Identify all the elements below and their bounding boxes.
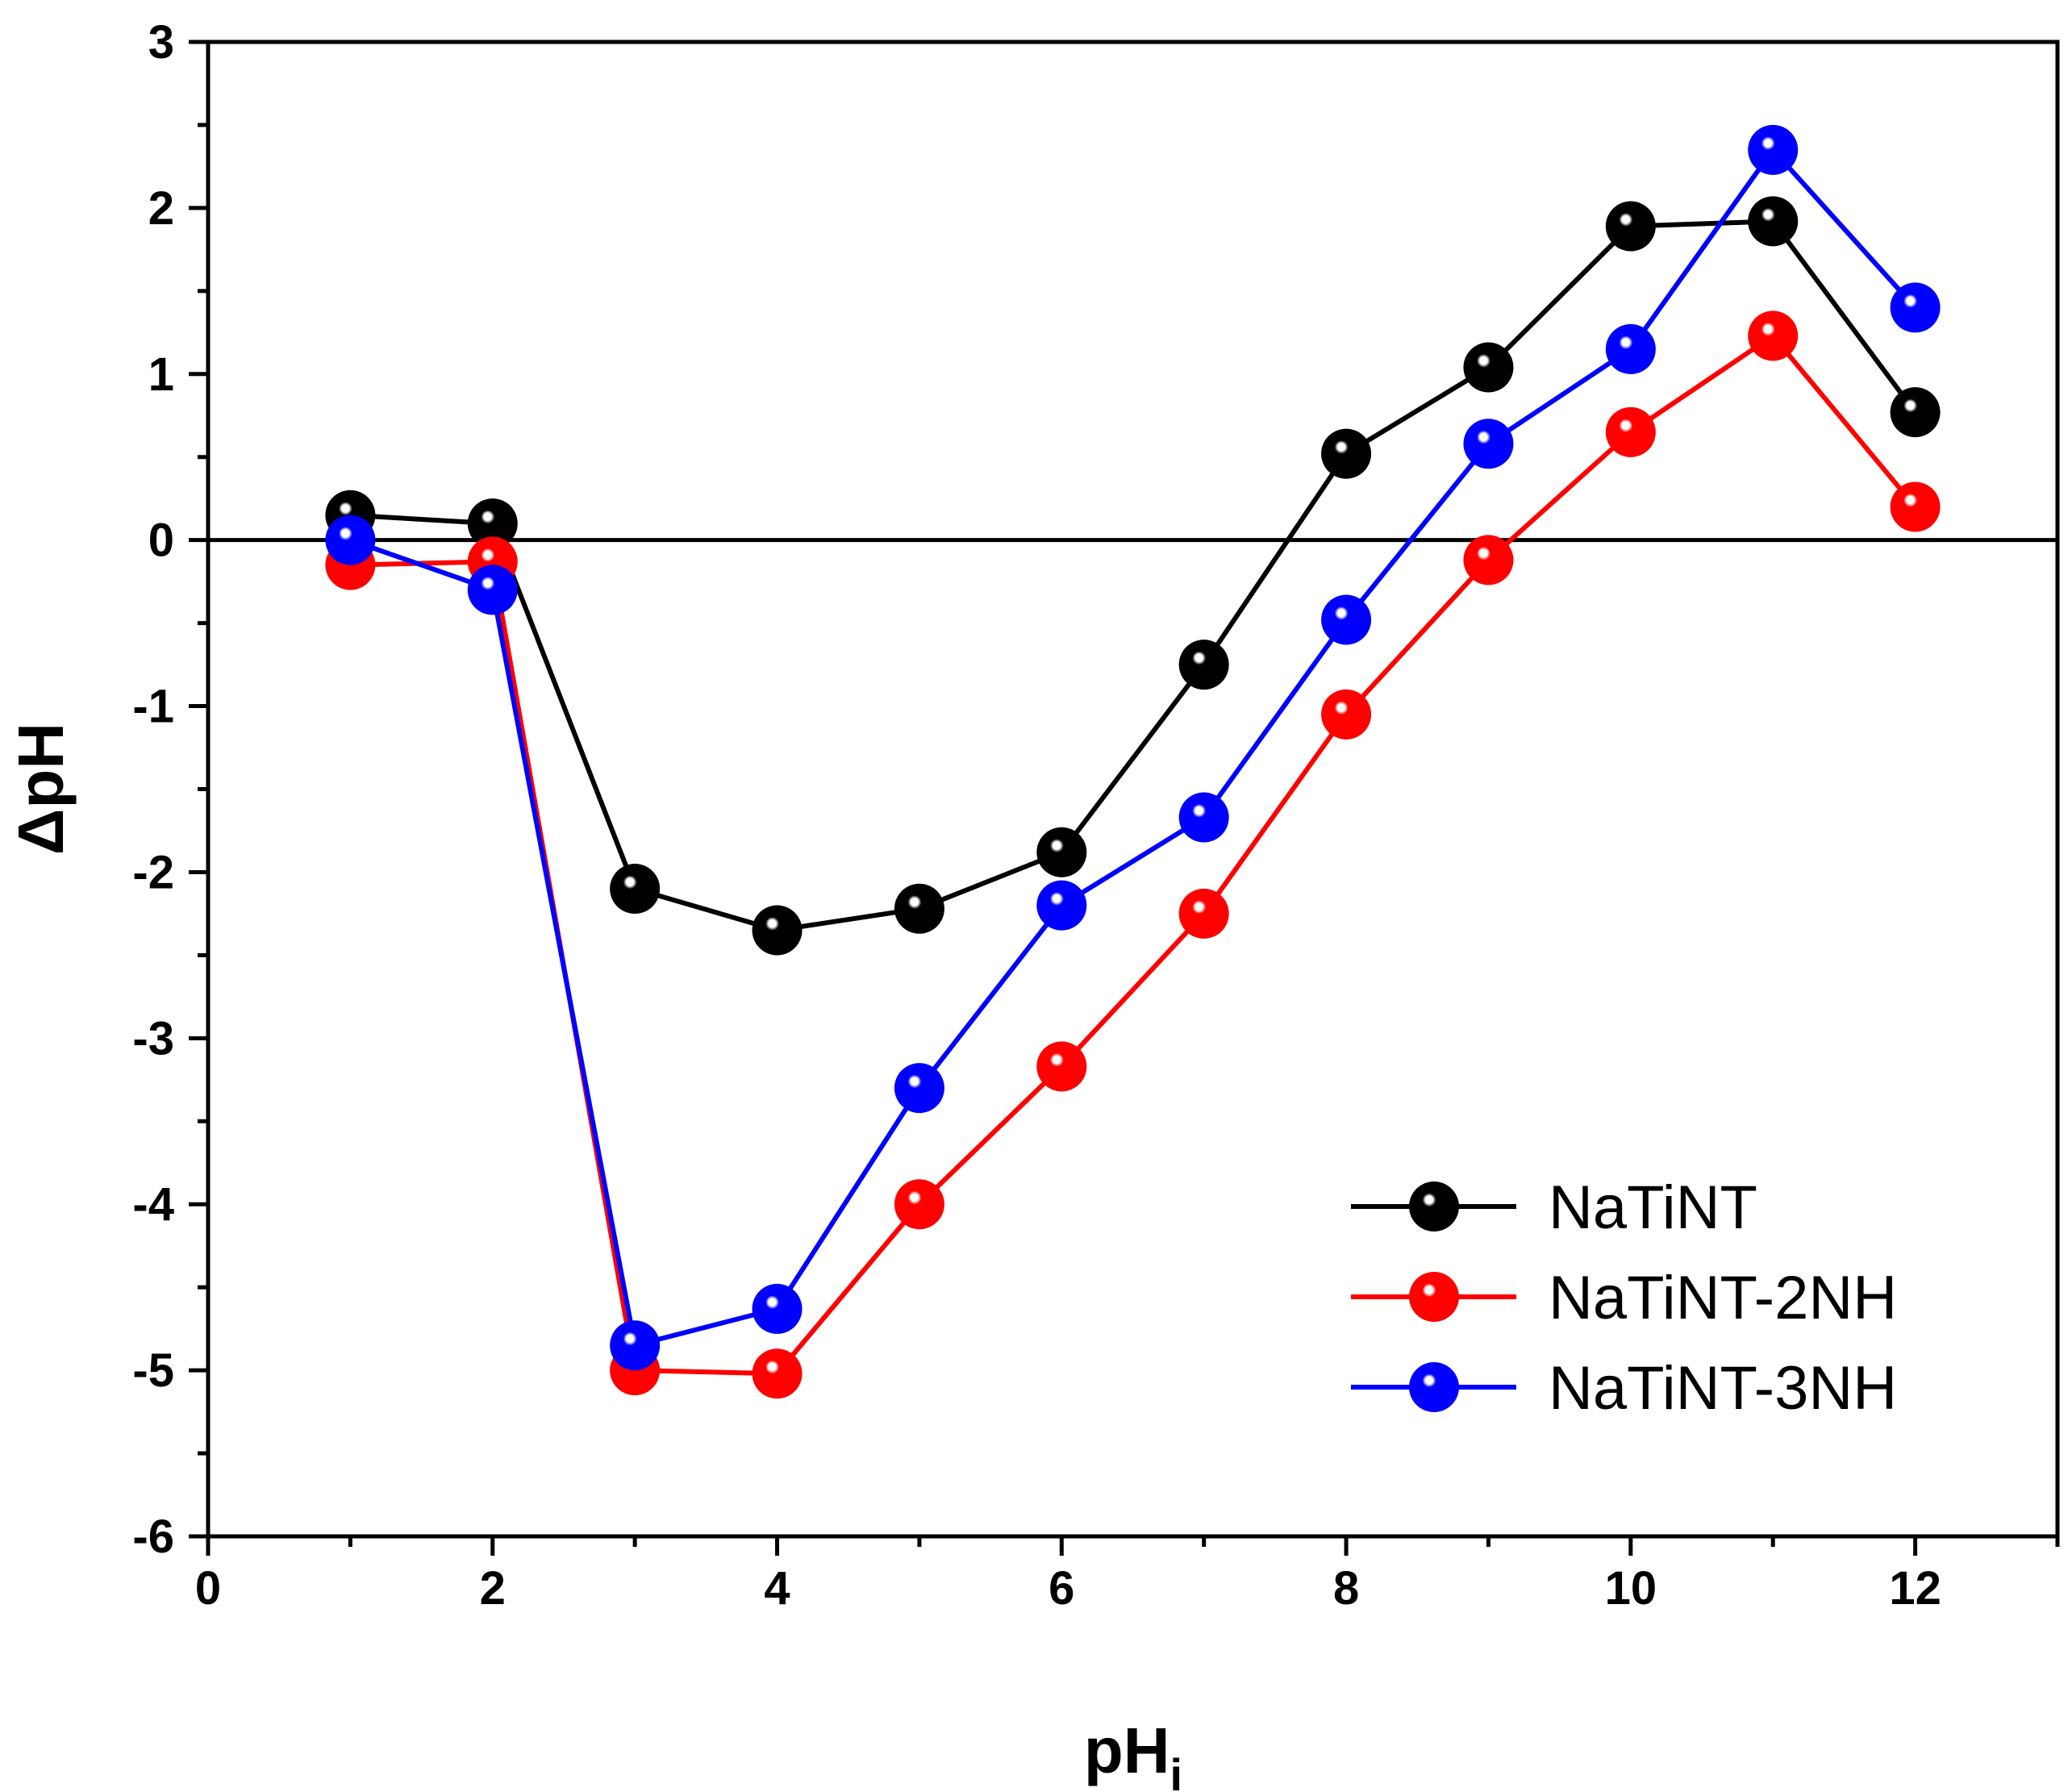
- y-tick-label: -1: [132, 681, 174, 733]
- data-point-natint-3nh: [1036, 880, 1087, 931]
- data-point-natint: [894, 883, 944, 934]
- legend-marker-natint-3nh: [1409, 1362, 1459, 1412]
- x-tick-label: 12: [1889, 1562, 1941, 1615]
- data-point-natint-3nh: [752, 1283, 803, 1334]
- x-tick-label: 10: [1605, 1562, 1657, 1615]
- data-point-natint: [467, 498, 518, 549]
- data-point-natint: [1321, 428, 1372, 479]
- data-point-natint: [1463, 342, 1514, 393]
- x-tick-label: 2: [480, 1562, 506, 1615]
- series-line-natint-2nh: [350, 333, 1917, 1377]
- y-tick-label: 2: [148, 182, 174, 235]
- data-point-natint: [610, 864, 661, 915]
- data-point-natint: [1178, 640, 1229, 690]
- y-tick-label: -4: [132, 1178, 174, 1231]
- x-tick-label: 0: [195, 1562, 221, 1615]
- data-point-natint-3nh: [467, 565, 518, 615]
- data-point-natint: [1890, 387, 1941, 438]
- legend-label-natint-2nh: NaTiNT-2NH: [1549, 1264, 1897, 1332]
- data-point-natint-3nh: [325, 515, 376, 565]
- x-tick-label: 6: [1049, 1562, 1074, 1615]
- data-point-natint-2nh: [1890, 481, 1941, 532]
- data-point-natint: [752, 905, 803, 956]
- y-tick-label: 0: [148, 515, 174, 567]
- y-tick-label: -5: [132, 1344, 174, 1397]
- data-point-natint: [1036, 827, 1087, 877]
- data-point-natint-2nh: [1605, 406, 1656, 457]
- x-tick-label: 4: [764, 1562, 790, 1615]
- data-point-natint-2nh: [1178, 888, 1229, 939]
- data-point-natint: [1605, 201, 1656, 252]
- y-tick-label: 1: [148, 348, 174, 401]
- data-point-natint-2nh: [752, 1348, 803, 1399]
- data-point-natint-2nh: [1036, 1041, 1087, 1092]
- data-point-natint-3nh: [1321, 594, 1372, 645]
- legend-marker-natint: [1409, 1181, 1459, 1231]
- x-axis-title: pHi: [1084, 1715, 1182, 1792]
- x-axis-title-main: pH: [1084, 1715, 1170, 1786]
- data-point-natint-2nh: [894, 1179, 944, 1230]
- y-tick-label: -6: [132, 1511, 174, 1563]
- x-axis-title-subscript: i: [1170, 1749, 1183, 1792]
- series-line-natint-3nh: [349, 147, 1917, 1348]
- legend-label-natint: NaTiNT: [1549, 1173, 1757, 1242]
- legend-label-natint-3nh: NaTiNT-3NH: [1549, 1354, 1897, 1423]
- data-point-natint-3nh: [1178, 792, 1229, 843]
- y-tick-label: -2: [132, 846, 174, 898]
- legend: NaTiNT NaTiNT-2NH NaTiNT-3NH: [1351, 1173, 1897, 1423]
- x-tick-label: 8: [1333, 1562, 1359, 1615]
- data-point-natint-2nh: [1463, 535, 1514, 586]
- data-point-natint-3nh: [1890, 282, 1941, 333]
- data-point-natint-3nh: [1748, 124, 1799, 175]
- legend-marker-natint-2nh: [1409, 1272, 1459, 1322]
- data-point-natint-3nh: [894, 1063, 944, 1114]
- data-point-natint-2nh: [1748, 310, 1799, 361]
- y-tick-label: -3: [132, 1012, 174, 1065]
- data-point-natint-3nh: [610, 1320, 661, 1371]
- y-axis-title: ΔpH: [5, 723, 77, 855]
- data-point-natint-2nh: [1321, 689, 1372, 740]
- y-tick-label: 3: [148, 16, 174, 69]
- data-point-natint-3nh: [1463, 419, 1514, 469]
- data-point-natint: [1748, 196, 1799, 247]
- data-point-natint-3nh: [1605, 323, 1656, 374]
